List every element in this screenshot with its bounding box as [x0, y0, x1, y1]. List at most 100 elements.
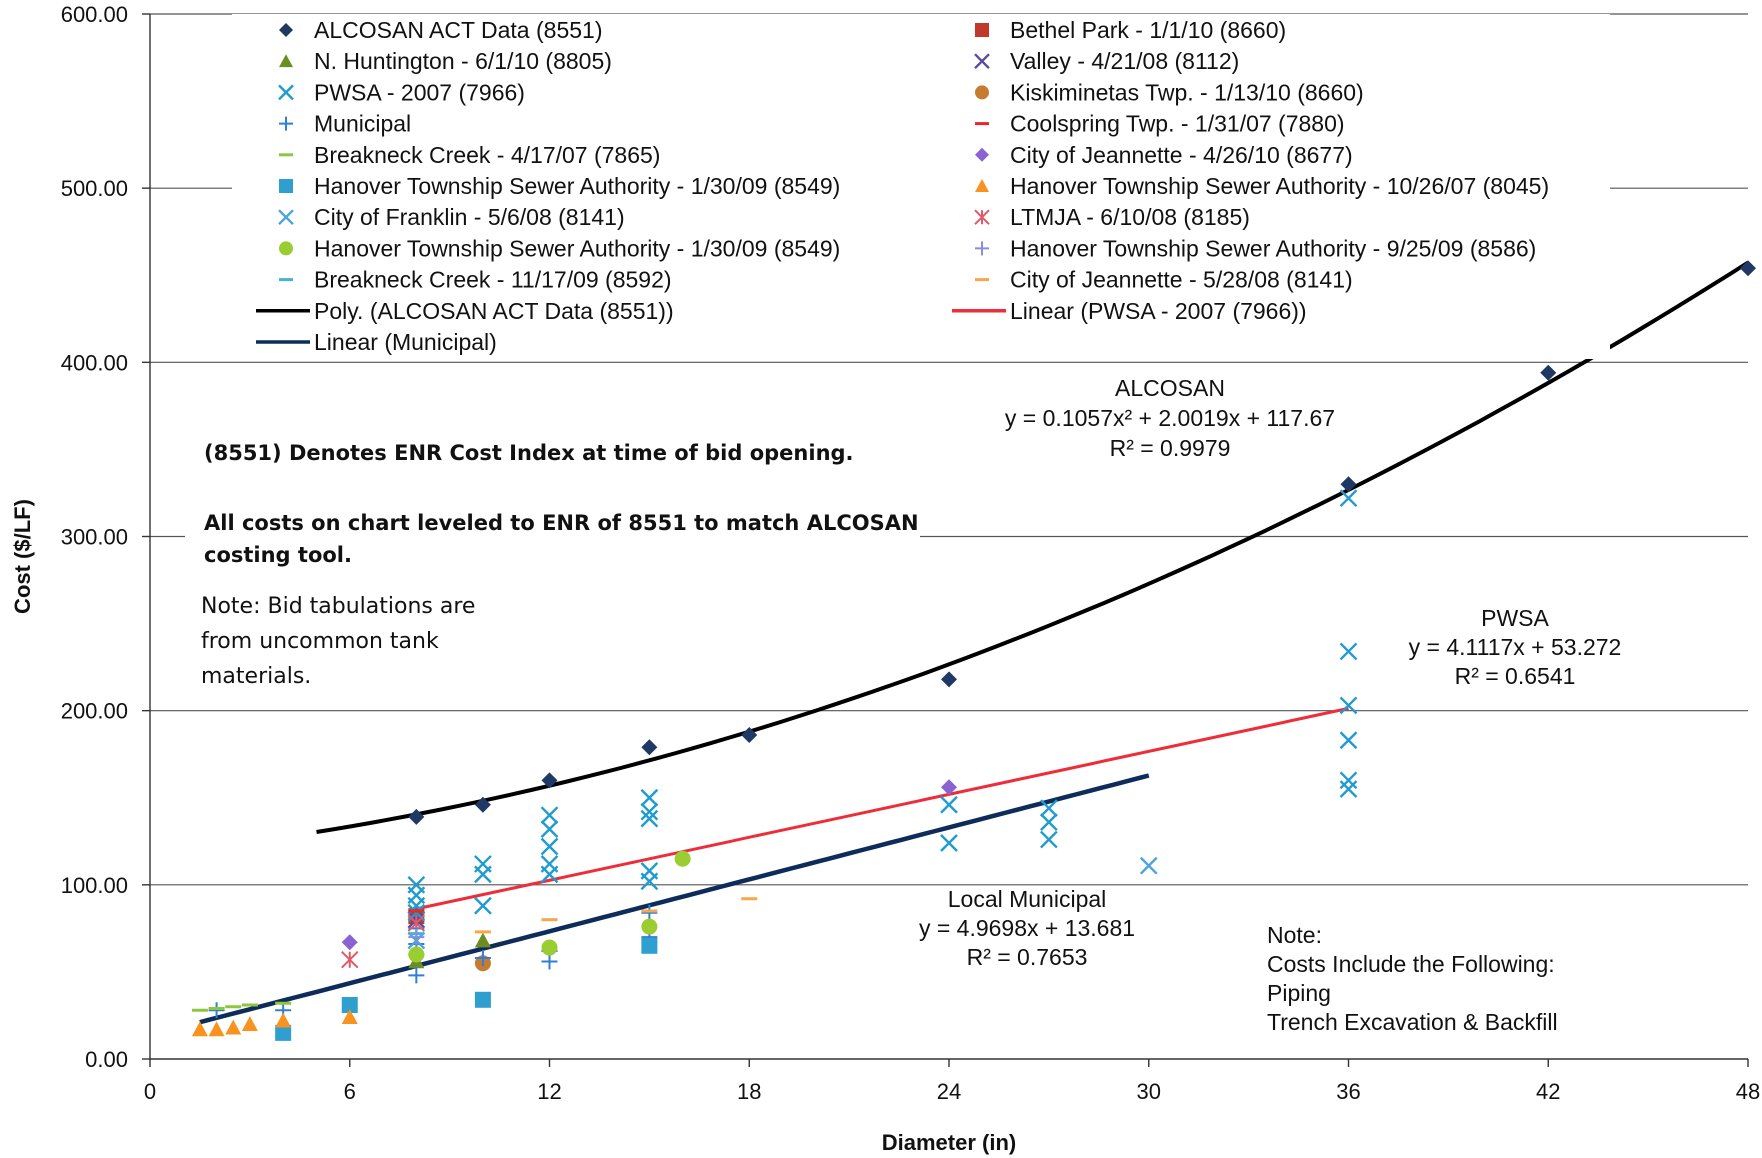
legend-marker: [279, 116, 293, 131]
data-point: [275, 1024, 292, 1041]
legend-label: Hanover Township Sewer Authority - 10/26…: [1010, 173, 1549, 199]
legend-label: Coolspring Twp. - 1/31/07 (7880): [1010, 111, 1345, 137]
data-point: [474, 796, 491, 813]
data-point: [1040, 813, 1058, 831]
legend-label: City of Franklin - 5/6/08 (8141): [314, 204, 625, 230]
equation-annotation-line: y = 0.1057x² + 2.0019x + 117.67: [1005, 405, 1335, 431]
data-point: [208, 1021, 225, 1037]
data-point: [407, 914, 426, 932]
data-point: [1339, 771, 1358, 790]
x-tick-label: 6: [344, 1079, 356, 1104]
equation-annotation-line: y = 4.9698x + 13.681: [919, 915, 1135, 941]
legend-marker: [278, 209, 294, 226]
data-point: [275, 1012, 292, 1028]
x-tick-label: 30: [1137, 1079, 1161, 1104]
data-point: [208, 1002, 225, 1019]
legend-label: Hanover Township Sewer Authority - 9/25/…: [1010, 235, 1536, 261]
x-tick-label: 0: [144, 1079, 156, 1104]
legend-marker: [975, 85, 989, 100]
data-point: [408, 946, 425, 963]
y-tick-label: 100.00: [61, 873, 128, 898]
legend-label: City of Jeannette - 4/26/10 (8677): [1010, 142, 1353, 168]
legend-marker: [975, 147, 989, 162]
equation-annotation-line: y = 4.1117x + 53.272: [1409, 634, 1622, 660]
legend-label: Linear (Municipal): [314, 329, 497, 355]
legend-label: Bethel Park - 1/1/10 (8660): [1010, 17, 1286, 43]
data-point: [1339, 642, 1358, 661]
note-background: [185, 427, 920, 485]
legend-marker: [279, 23, 293, 37]
data-point: [1139, 856, 1158, 875]
data-point: [941, 779, 957, 796]
y-tick-label: 0.00: [85, 1047, 128, 1072]
x-tick-label: 42: [1536, 1079, 1560, 1104]
x-tick-label: 24: [937, 1079, 961, 1104]
legend-marker: [279, 241, 293, 256]
legend-marker: [279, 54, 293, 68]
data-point: [408, 929, 425, 946]
legend-label: PWSA - 2007 (7966): [314, 79, 525, 105]
legend-label: Breakneck Creek - 11/17/09 (8592): [314, 267, 672, 293]
legend-background: [232, 14, 1610, 359]
data-point: [1540, 364, 1557, 381]
legend-label: City of Jeannette - 5/28/08 (8141): [1010, 267, 1353, 293]
legend: ALCOSAN ACT Data (8551) Bethel Park - 1/1…: [232, 14, 1610, 359]
legend-label: Poly. (ALCOSAN ACT Data (8551)): [314, 298, 674, 324]
legend-label: N. Huntington - 6/1/10 (8805): [314, 48, 612, 74]
data-point: [1339, 731, 1358, 750]
data-point: [641, 739, 658, 756]
x-tick-label: 48: [1736, 1079, 1760, 1104]
legend-marker: [974, 53, 990, 70]
data-point: [474, 932, 491, 948]
y-tick-label: 200.00: [61, 699, 128, 724]
data-point: [640, 802, 659, 821]
legend-marker: [975, 23, 989, 37]
legend-marker: [975, 241, 989, 256]
data-point: [941, 671, 957, 688]
equation-annotation-line: R² = 0.7653: [967, 944, 1088, 970]
data-point: [1339, 780, 1358, 798]
legend-label: Hanover Township Sewer Authority - 1/30/…: [314, 173, 840, 199]
legend-label: ALCOSAN ACT Data (8551): [314, 17, 602, 43]
x-tick-label: 12: [537, 1079, 561, 1104]
data-point: [540, 806, 559, 825]
data-point: [741, 727, 758, 744]
equation-annotation-line: PWSA: [1481, 605, 1549, 631]
data-point: [641, 904, 658, 921]
data-points: [191, 260, 1756, 1041]
y-tick-label: 400.00: [61, 350, 128, 375]
data-point: [1040, 830, 1058, 849]
equation-annotation-line: Trench Excavation & Backfill: [1267, 1009, 1558, 1035]
data-point: [341, 951, 359, 969]
annotations: (8551) Denotes ENR Cost Index at time of…: [185, 375, 1621, 1035]
legend-marker: [278, 84, 294, 101]
data-point: [540, 837, 559, 856]
trendline: [415, 706, 1349, 911]
equation-annotation-line: R² = 0.6541: [1455, 663, 1576, 689]
data-point: [408, 808, 425, 825]
trendlines: [199, 260, 1750, 1025]
data-point: [1740, 260, 1756, 277]
x-tick-label: 36: [1336, 1079, 1360, 1104]
data-point: [640, 788, 659, 807]
legend-label: Hanover Township Sewer Authority - 1/30/…: [314, 235, 840, 261]
legend-label: Valley - 4/21/08 (8112): [1010, 48, 1239, 74]
data-point: [341, 1009, 358, 1024]
data-point: [1339, 489, 1358, 508]
bid-note-line: from uncommon tank: [201, 629, 439, 654]
data-point: [940, 834, 958, 852]
legend-label: Linear (PWSA - 2007 (7966)): [1010, 298, 1307, 324]
data-point: [640, 872, 659, 891]
data-point: [474, 896, 492, 915]
bid-note-line: materials.: [201, 664, 311, 689]
data-point: [541, 772, 558, 789]
data-point: [474, 865, 492, 884]
equation-annotation-line: Note:: [1267, 922, 1322, 948]
bid-note-line: Note: Bid tabulations are: [201, 594, 475, 619]
data-point: [191, 1021, 208, 1037]
y-axis-title: Cost ($/LF): [10, 499, 35, 614]
trendline: [316, 260, 1750, 834]
x-axis-title: Diameter (in): [882, 1130, 1016, 1155]
data-point: [341, 997, 358, 1014]
